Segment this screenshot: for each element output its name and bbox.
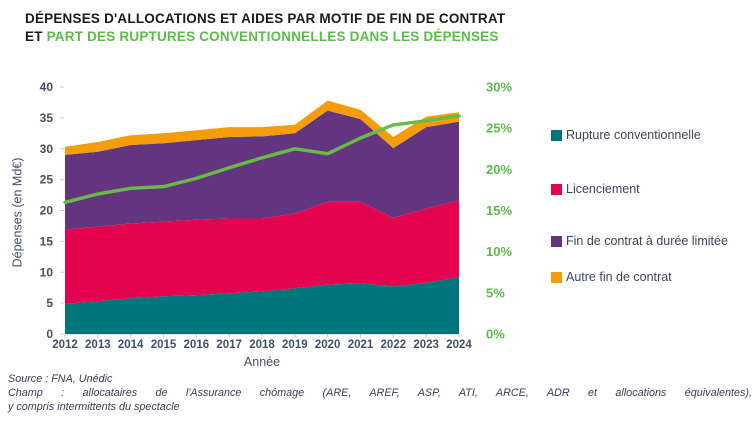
legend-item: Licenciement [551,181,753,198]
x-axis-tick-label: 2023 [413,339,439,351]
footer: Source : FNA, Unédic Champ : allocataire… [8,372,752,414]
right-axis-tick-label: 30% [486,80,512,95]
legend-marker [551,236,562,247]
y-axis-tick-label: 15 [40,234,54,248]
y-axis-tick-label: 25 [40,173,54,187]
footer-source: Source : FNA, Unédic [8,373,113,385]
y-axis-tick-label: 40 [40,80,54,94]
x-axis-tick-label: 2015 [151,339,177,351]
y-axis-tick-label: 0 [46,327,53,341]
legend-item: Autre fin de contrat [551,269,753,286]
chart-title-line2-black: ET [25,29,47,44]
legend-label: Rupture conventionnelle [566,128,701,142]
right-axis-tick-label: 5% [486,285,505,300]
x-axis-tick-label: 2016 [184,339,210,351]
footer-champ-line2: y compris intermittents du spectacle [8,401,180,413]
right-axis-tick-label: 10% [486,244,512,259]
legend-marker [551,130,562,141]
x-axis-tick-label: 2013 [85,339,111,351]
chart-svg: 0 5 10 15 20 25 30 35 40 0% 5% 10% 15% 20% 25% 30% 2012 2… [40,80,513,370]
right-axis-tick-label: 0% [486,327,505,342]
legend-label: Licenciement [566,182,640,196]
y-axis-tick-label: 5 [46,296,53,310]
legend-marker [551,184,562,195]
legend-label: Autre fin de contrat [566,270,672,284]
legend-item: Fin de contrat à durée limitée [551,233,753,250]
area-rupture-conventionnelle [65,277,459,334]
legend-item: Rupture conventionnelle [551,127,753,144]
line-part-ruptures-conventionnelles [63,114,461,204]
chart-title: DÉPENSES D'ALLOCATIONS ET AIDES PAR MOTI… [25,10,735,46]
footer-champ-line1: Champ : allocataires de l'Assurance chôm… [8,387,752,399]
x-axis-title: Année [244,355,280,369]
x-axis-tick-label: 2017 [216,339,242,351]
right-axis-tick-label: 20% [486,162,512,177]
x-axis-tick-label: 2020 [315,339,341,351]
right-axis-tick-label: 15% [486,203,512,218]
x-axis-tick-label: 2021 [348,339,374,351]
x-axis-tick-label: 2012 [52,339,78,351]
right-axis-tick-label: 25% [486,121,512,136]
area-autre-fin-de-contrat [65,100,459,155]
area-fin-de-contrat-dur-e-limit-e [65,110,459,230]
x-axis-tick-label: 2014 [118,339,144,351]
x-axis-tick-label: 2024 [446,339,472,351]
y-axis-tick-label: 30 [40,142,54,156]
x-axis-tick-label: 2018 [249,339,275,351]
y-axis-tick-label: 20 [40,204,54,218]
chart-title-line1: DÉPENSES D'ALLOCATIONS ET AIDES PAR MOTI… [25,11,506,26]
legend-marker [551,272,562,283]
x-axis-tick-label: 2019 [282,339,308,351]
area-licenciement [65,200,459,304]
y-axis-tick-label: 10 [40,265,54,279]
legend-label: Fin de contrat à durée limitée [566,234,728,248]
legend: Rupture conventionnelle Licenciement Fin d… [551,127,753,286]
y-axis-tick-label: 35 [40,111,54,125]
x-axis-tick-label: 2022 [381,339,407,351]
chart-title-line2: ET PART DES RUPTURES CONVENTIONNELLES DA… [25,28,735,46]
chart-title-line2-green: PART DES RUPTURES CONVENTIONNELLES DANS … [46,29,499,44]
chart-area: 0 5 10 15 20 25 30 35 40 0% 5% 10% 15% 20% 25% 30% 2012 2… [0,70,535,375]
